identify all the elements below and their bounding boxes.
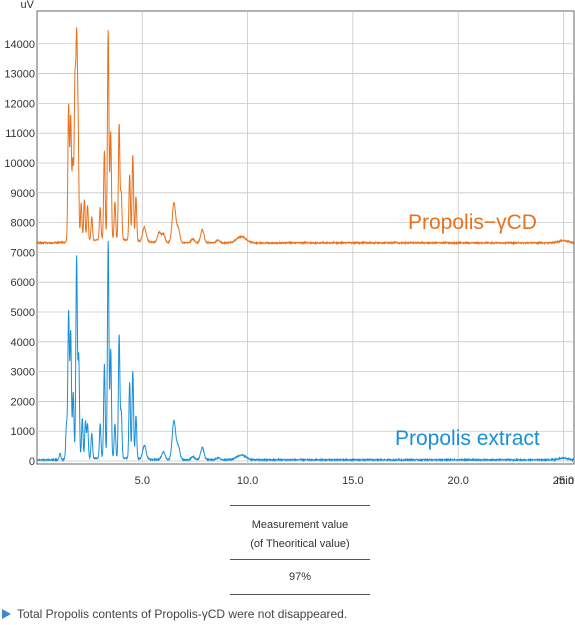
series-line-0 [37, 27, 575, 246]
y-tick-label-10: 10000 [4, 158, 35, 170]
series-label-propolis-gamma-cd: Propolis−γCD [408, 211, 537, 234]
y-tick-label-5: 5000 [11, 307, 35, 319]
y-tick-label-6: 6000 [11, 277, 35, 289]
measurement-subheader: (of Theoritical value) [250, 538, 350, 550]
x-tick-label-2: 15.0 [342, 475, 363, 487]
measurement-table: Measurement value (of Theoritical value)… [230, 505, 370, 595]
x-tick-label-1: 10.0 [237, 475, 258, 487]
y-tick-label-3: 3000 [11, 367, 35, 379]
y-tick-label-0: 0 [29, 456, 35, 468]
x-axis-label: min [556, 475, 574, 487]
y-tick-label-11: 11000 [5, 128, 35, 140]
y-axis-label: uV [21, 0, 35, 11]
series-lines [36, 27, 575, 463]
table-rule-top [230, 505, 370, 506]
measurement-header: Measurement value [251, 519, 349, 531]
grid [37, 11, 574, 464]
triangle-bullet-icon [2, 609, 11, 619]
chromatogram-chart: 0 1000 2000 3000 4000 5000 6000 7000 8000 9000 100… [4, 0, 575, 487]
y-tick-label-13: 13000 [4, 69, 35, 81]
y-tick-label-1: 1000 [11, 426, 35, 438]
table-rule-bottom [230, 594, 370, 595]
footnote-text: Total Propolis contents of Propolis-γCD … [17, 607, 348, 621]
y-tick-label-12: 12000 [4, 98, 35, 110]
measurement-value: 97% [288, 571, 312, 583]
y-tick-label-9: 9000 [11, 188, 35, 200]
y-tick-label-2: 2000 [11, 396, 35, 408]
table-rule-middle [230, 559, 370, 560]
series-label-propolis-extract: Propolis extract [395, 427, 540, 450]
plot-frame [36, 10, 575, 465]
y-tick-label-7: 7000 [11, 247, 35, 259]
x-tick-label-0: 5.0 [135, 475, 150, 487]
y-tick-label-14: 14000 [4, 39, 35, 51]
x-tick-label-3: 20.0 [447, 475, 468, 487]
y-axis: 0 1000 2000 3000 4000 5000 6000 7000 8000 9000 100… [4, 39, 35, 468]
series-line-1 [36, 240, 575, 463]
x-tick-label-4: 25.0 [553, 475, 574, 487]
x-axis: 5.0 10.0 15.0 20.0 25.0 [135, 475, 575, 487]
y-tick-label-8: 8000 [11, 218, 35, 230]
y-tick-label-4: 4000 [11, 337, 35, 349]
footnote: Total Propolis contents of Propolis-γCD … [2, 607, 347, 621]
